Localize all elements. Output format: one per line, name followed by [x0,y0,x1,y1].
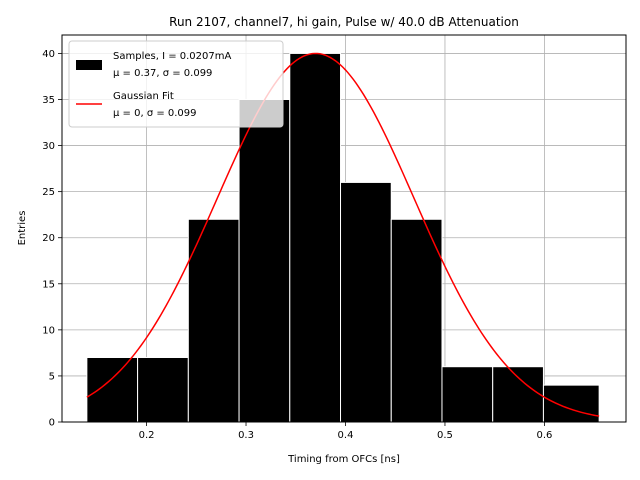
legend-label-gaussian-fit: Gaussian Fit [113,91,174,102]
y-tick-label: 0 [49,418,55,429]
histogram-bars [86,52,600,423]
legend-swatch-samples [76,60,102,70]
histogram-bar [238,99,291,423]
x-tick-label: 0.4 [338,430,354,441]
histogram-bar [289,52,342,423]
histogram-bar [187,218,240,423]
legend-label-samples-stats: μ = 0.37, σ = 0.099 [113,68,212,79]
legend: Samples, I = 0.0207mA μ = 0.37, σ = 0.09… [68,40,284,128]
y-tick-label: 40 [42,49,55,60]
histogram-bar [86,357,139,423]
histogram-bar [137,357,189,423]
legend-label-gaussian-fit-stats: μ = 0, σ = 0.099 [113,108,197,119]
histogram-bar [390,218,443,423]
x-tick-label: 0.3 [238,430,254,441]
x-tick-label: 0.2 [139,430,155,441]
chart-title: Run 2107, channel7, hi gain, Pulse w/ 40… [169,15,519,29]
legend-label-samples: Samples, I = 0.0207mA [113,51,231,62]
gaussian-fit-line [86,52,600,417]
x-tick-label: 0.5 [437,430,453,441]
y-tick-label: 10 [42,325,55,336]
x-axis-ticks: 0.2 0.3 0.4 0.5 0.6 [139,422,552,441]
y-axis-ticks: 0 5 10 15 20 25 30 35 40 [42,49,62,429]
y-tick-label: 5 [49,371,55,382]
legend-box [68,40,284,128]
histogram-bar [542,384,600,423]
histogram-bar [492,366,544,423]
histogram-bar [340,181,392,423]
plot-frame [61,34,627,423]
y-tick-label: 15 [42,279,55,290]
x-axis-label: Timing from OFCs [ns] [287,454,400,465]
y-tick-label: 35 [42,95,55,106]
y-axis-label: Entries [17,211,28,246]
y-tick-label: 30 [42,141,55,152]
histogram-bar [441,366,494,423]
y-tick-label: 25 [42,187,55,198]
y-tick-label: 20 [42,233,55,244]
x-tick-label: 0.6 [536,430,552,441]
gaussian-fit-curve [86,52,600,417]
